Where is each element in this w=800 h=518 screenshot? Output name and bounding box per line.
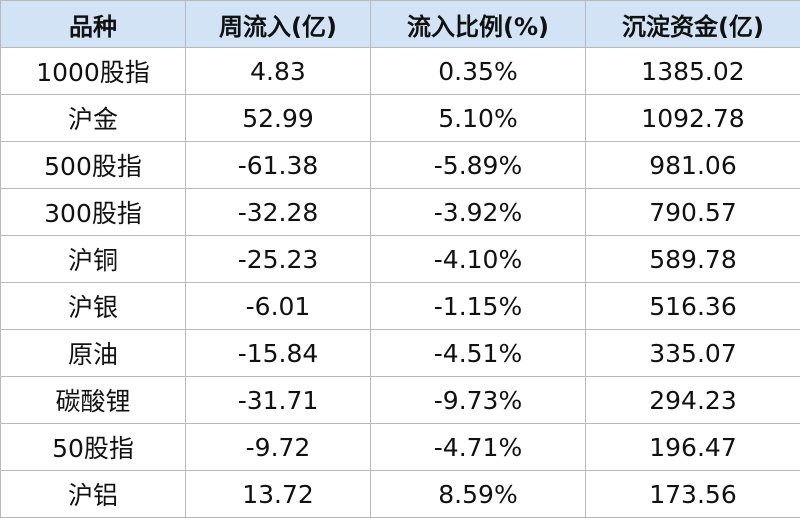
table-cell: 1092.78: [585, 94, 800, 142]
table-cell: 500股指: [0, 141, 186, 189]
table-cell: 0.35%: [370, 47, 586, 95]
table-cell: 981.06: [585, 141, 800, 189]
table-cell: 52.99: [185, 94, 371, 142]
table-row: 沪铝 13.72 8.59% 173.56: [0, 470, 800, 518]
table-row: 500股指 -61.38 -5.89% 981.06: [0, 141, 800, 189]
table-cell: -4.71%: [370, 423, 586, 471]
table-cell: 碳酸锂: [0, 376, 186, 424]
table-cell: 50股指: [0, 423, 186, 471]
table-cell: 4.83: [185, 47, 371, 95]
table-cell: 516.36: [585, 282, 800, 330]
header-cell: 沉淀资金(亿): [585, 0, 800, 48]
table-cell: -61.38: [185, 141, 371, 189]
table-cell: -3.92%: [370, 188, 586, 236]
table-body: 1000股指 4.83 0.35% 1385.02 沪金 52.99 5.10% 1092.7…: [0, 47, 800, 518]
table-row: 300股指 -32.28 -3.92% 790.57: [0, 188, 800, 236]
header-row: 品种 周流入(亿) 流入比例(%) 沉淀资金(亿): [0, 0, 800, 48]
table-cell: 196.47: [585, 423, 800, 471]
table-row: 沪铜 -25.23 -4.10% 589.78: [0, 235, 800, 283]
table-cell: 5.10%: [370, 94, 586, 142]
table-cell: -1.15%: [370, 282, 586, 330]
table-cell: -5.89%: [370, 141, 586, 189]
table-cell: -4.10%: [370, 235, 586, 283]
table-cell: 沪铜: [0, 235, 186, 283]
table-cell: 沪银: [0, 282, 186, 330]
table-cell: 沪铝: [0, 470, 186, 518]
table-cell: 沪金: [0, 94, 186, 142]
table-row: 原油 -15.84 -4.51% 335.07: [0, 329, 800, 377]
header-cell: 周流入(亿): [185, 0, 371, 48]
table-row: 1000股指 4.83 0.35% 1385.02: [0, 47, 800, 95]
table-cell: -32.28: [185, 188, 371, 236]
table-cell: -15.84: [185, 329, 371, 377]
table-cell: 原油: [0, 329, 186, 377]
header-cell: 品种: [0, 0, 186, 48]
header-cell: 流入比例(%): [370, 0, 586, 48]
table-cell: -25.23: [185, 235, 371, 283]
table-row: 沪金 52.99 5.10% 1092.78: [0, 94, 800, 142]
table-cell: 589.78: [585, 235, 800, 283]
table-cell: 294.23: [585, 376, 800, 424]
table-cell: 300股指: [0, 188, 186, 236]
table-cell: -9.72: [185, 423, 371, 471]
table-row: 碳酸锂 -31.71 -9.73% 294.23: [0, 376, 800, 424]
table-cell: -4.51%: [370, 329, 586, 377]
table-cell: 335.07: [585, 329, 800, 377]
table-cell: -6.01: [185, 282, 371, 330]
table-cell: 8.59%: [370, 470, 586, 518]
table-row: 沪银 -6.01 -1.15% 516.36: [0, 282, 800, 330]
table-row: 50股指 -9.72 -4.71% 196.47: [0, 423, 800, 471]
table-cell: 173.56: [585, 470, 800, 518]
table-cell: 790.57: [585, 188, 800, 236]
table-cell: -31.71: [185, 376, 371, 424]
table-cell: 1385.02: [585, 47, 800, 95]
table-cell: 13.72: [185, 470, 371, 518]
table-cell: 1000股指: [0, 47, 186, 95]
table-cell: -9.73%: [370, 376, 586, 424]
